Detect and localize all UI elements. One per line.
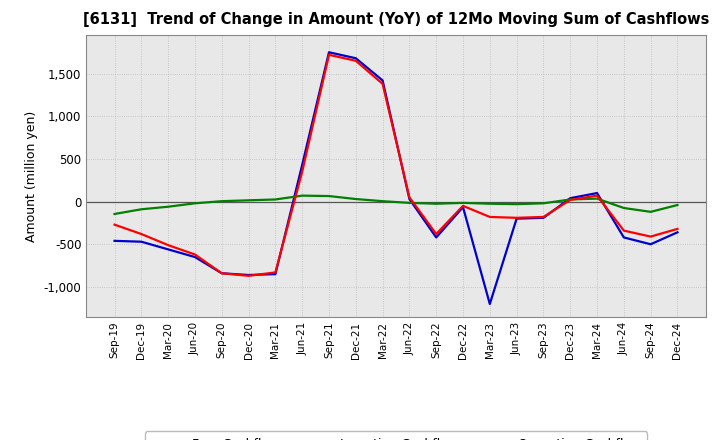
- Investing Cashflow: [459, 200, 467, 205]
- Free Cashflow: [351, 55, 360, 61]
- Investing Cashflow: [593, 196, 601, 201]
- Free Cashflow: [459, 205, 467, 210]
- Free Cashflow: [217, 271, 226, 276]
- Investing Cashflow: [432, 201, 441, 206]
- Free Cashflow: [432, 235, 441, 240]
- Operating Cashflow: [244, 273, 253, 279]
- Operating Cashflow: [619, 228, 628, 233]
- Operating Cashflow: [298, 169, 307, 174]
- Free Cashflow: [593, 191, 601, 196]
- Operating Cashflow: [110, 222, 119, 227]
- Investing Cashflow: [351, 196, 360, 202]
- Operating Cashflow: [647, 234, 655, 239]
- Free Cashflow: [137, 239, 145, 244]
- Investing Cashflow: [110, 211, 119, 216]
- Operating Cashflow: [432, 231, 441, 237]
- Free Cashflow: [647, 242, 655, 247]
- Investing Cashflow: [244, 198, 253, 203]
- Operating Cashflow: [325, 52, 333, 58]
- Operating Cashflow: [539, 214, 548, 220]
- Investing Cashflow: [191, 201, 199, 206]
- Investing Cashflow: [485, 201, 494, 206]
- Investing Cashflow: [619, 205, 628, 211]
- Free Cashflow: [191, 254, 199, 260]
- Operating Cashflow: [351, 58, 360, 63]
- Line: Free Cashflow: Free Cashflow: [114, 52, 678, 304]
- Operating Cashflow: [164, 242, 173, 248]
- Investing Cashflow: [378, 198, 387, 204]
- Operating Cashflow: [566, 197, 575, 202]
- Investing Cashflow: [673, 202, 682, 208]
- Free Cashflow: [673, 230, 682, 235]
- Investing Cashflow: [539, 201, 548, 206]
- Free Cashflow: [164, 247, 173, 252]
- Free Cashflow: [378, 78, 387, 83]
- Investing Cashflow: [271, 197, 279, 202]
- Free Cashflow: [619, 235, 628, 240]
- Operating Cashflow: [217, 271, 226, 276]
- Investing Cashflow: [405, 200, 414, 205]
- Free Cashflow: [244, 272, 253, 278]
- Investing Cashflow: [325, 194, 333, 199]
- Operating Cashflow: [673, 226, 682, 231]
- Free Cashflow: [485, 301, 494, 307]
- Free Cashflow: [325, 50, 333, 55]
- Operating Cashflow: [137, 231, 145, 237]
- Operating Cashflow: [459, 203, 467, 209]
- Operating Cashflow: [405, 194, 414, 200]
- Investing Cashflow: [566, 197, 575, 202]
- Operating Cashflow: [485, 214, 494, 220]
- Investing Cashflow: [298, 193, 307, 198]
- Free Cashflow: [513, 216, 521, 221]
- Free Cashflow: [298, 162, 307, 168]
- Investing Cashflow: [137, 207, 145, 212]
- Line: Operating Cashflow: Operating Cashflow: [114, 55, 678, 276]
- Investing Cashflow: [513, 202, 521, 207]
- Operating Cashflow: [191, 252, 199, 257]
- Investing Cashflow: [217, 198, 226, 204]
- Legend: Free Cashflow, Investing Cashflow, Operating Cashflow: Free Cashflow, Investing Cashflow, Opera…: [145, 432, 647, 440]
- Free Cashflow: [110, 238, 119, 243]
- Free Cashflow: [405, 196, 414, 202]
- Title: [6131]  Trend of Change in Amount (YoY) of 12Mo Moving Sum of Cashflows: [6131] Trend of Change in Amount (YoY) o…: [83, 12, 709, 27]
- Operating Cashflow: [378, 81, 387, 87]
- Free Cashflow: [539, 215, 548, 220]
- Operating Cashflow: [593, 193, 601, 198]
- Line: Investing Cashflow: Investing Cashflow: [114, 196, 678, 214]
- Free Cashflow: [271, 271, 279, 277]
- Y-axis label: Amount (million yen): Amount (million yen): [25, 110, 38, 242]
- Investing Cashflow: [164, 204, 173, 209]
- Operating Cashflow: [271, 270, 279, 275]
- Investing Cashflow: [647, 209, 655, 214]
- Operating Cashflow: [513, 215, 521, 220]
- Free Cashflow: [566, 195, 575, 201]
